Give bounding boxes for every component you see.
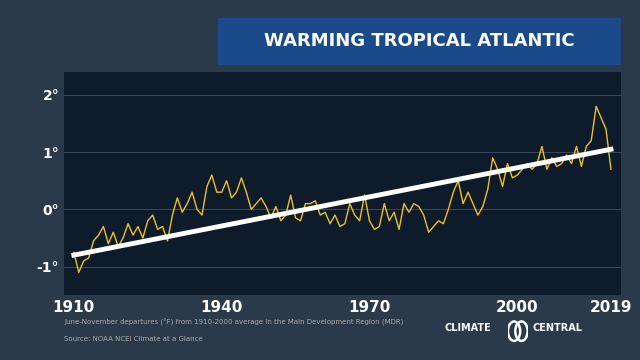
Text: WARMING TROPICAL ATLANTIC: WARMING TROPICAL ATLANTIC <box>264 32 575 50</box>
Text: CLIMATE: CLIMATE <box>445 323 492 333</box>
Text: Source: NOAA NCEI Climate at a Glance: Source: NOAA NCEI Climate at a Glance <box>64 336 203 342</box>
Text: June-November departures (°F) from 1910-2000 average in the Main Development Reg: June-November departures (°F) from 1910-… <box>64 319 403 326</box>
Text: CENTRAL: CENTRAL <box>532 323 582 333</box>
